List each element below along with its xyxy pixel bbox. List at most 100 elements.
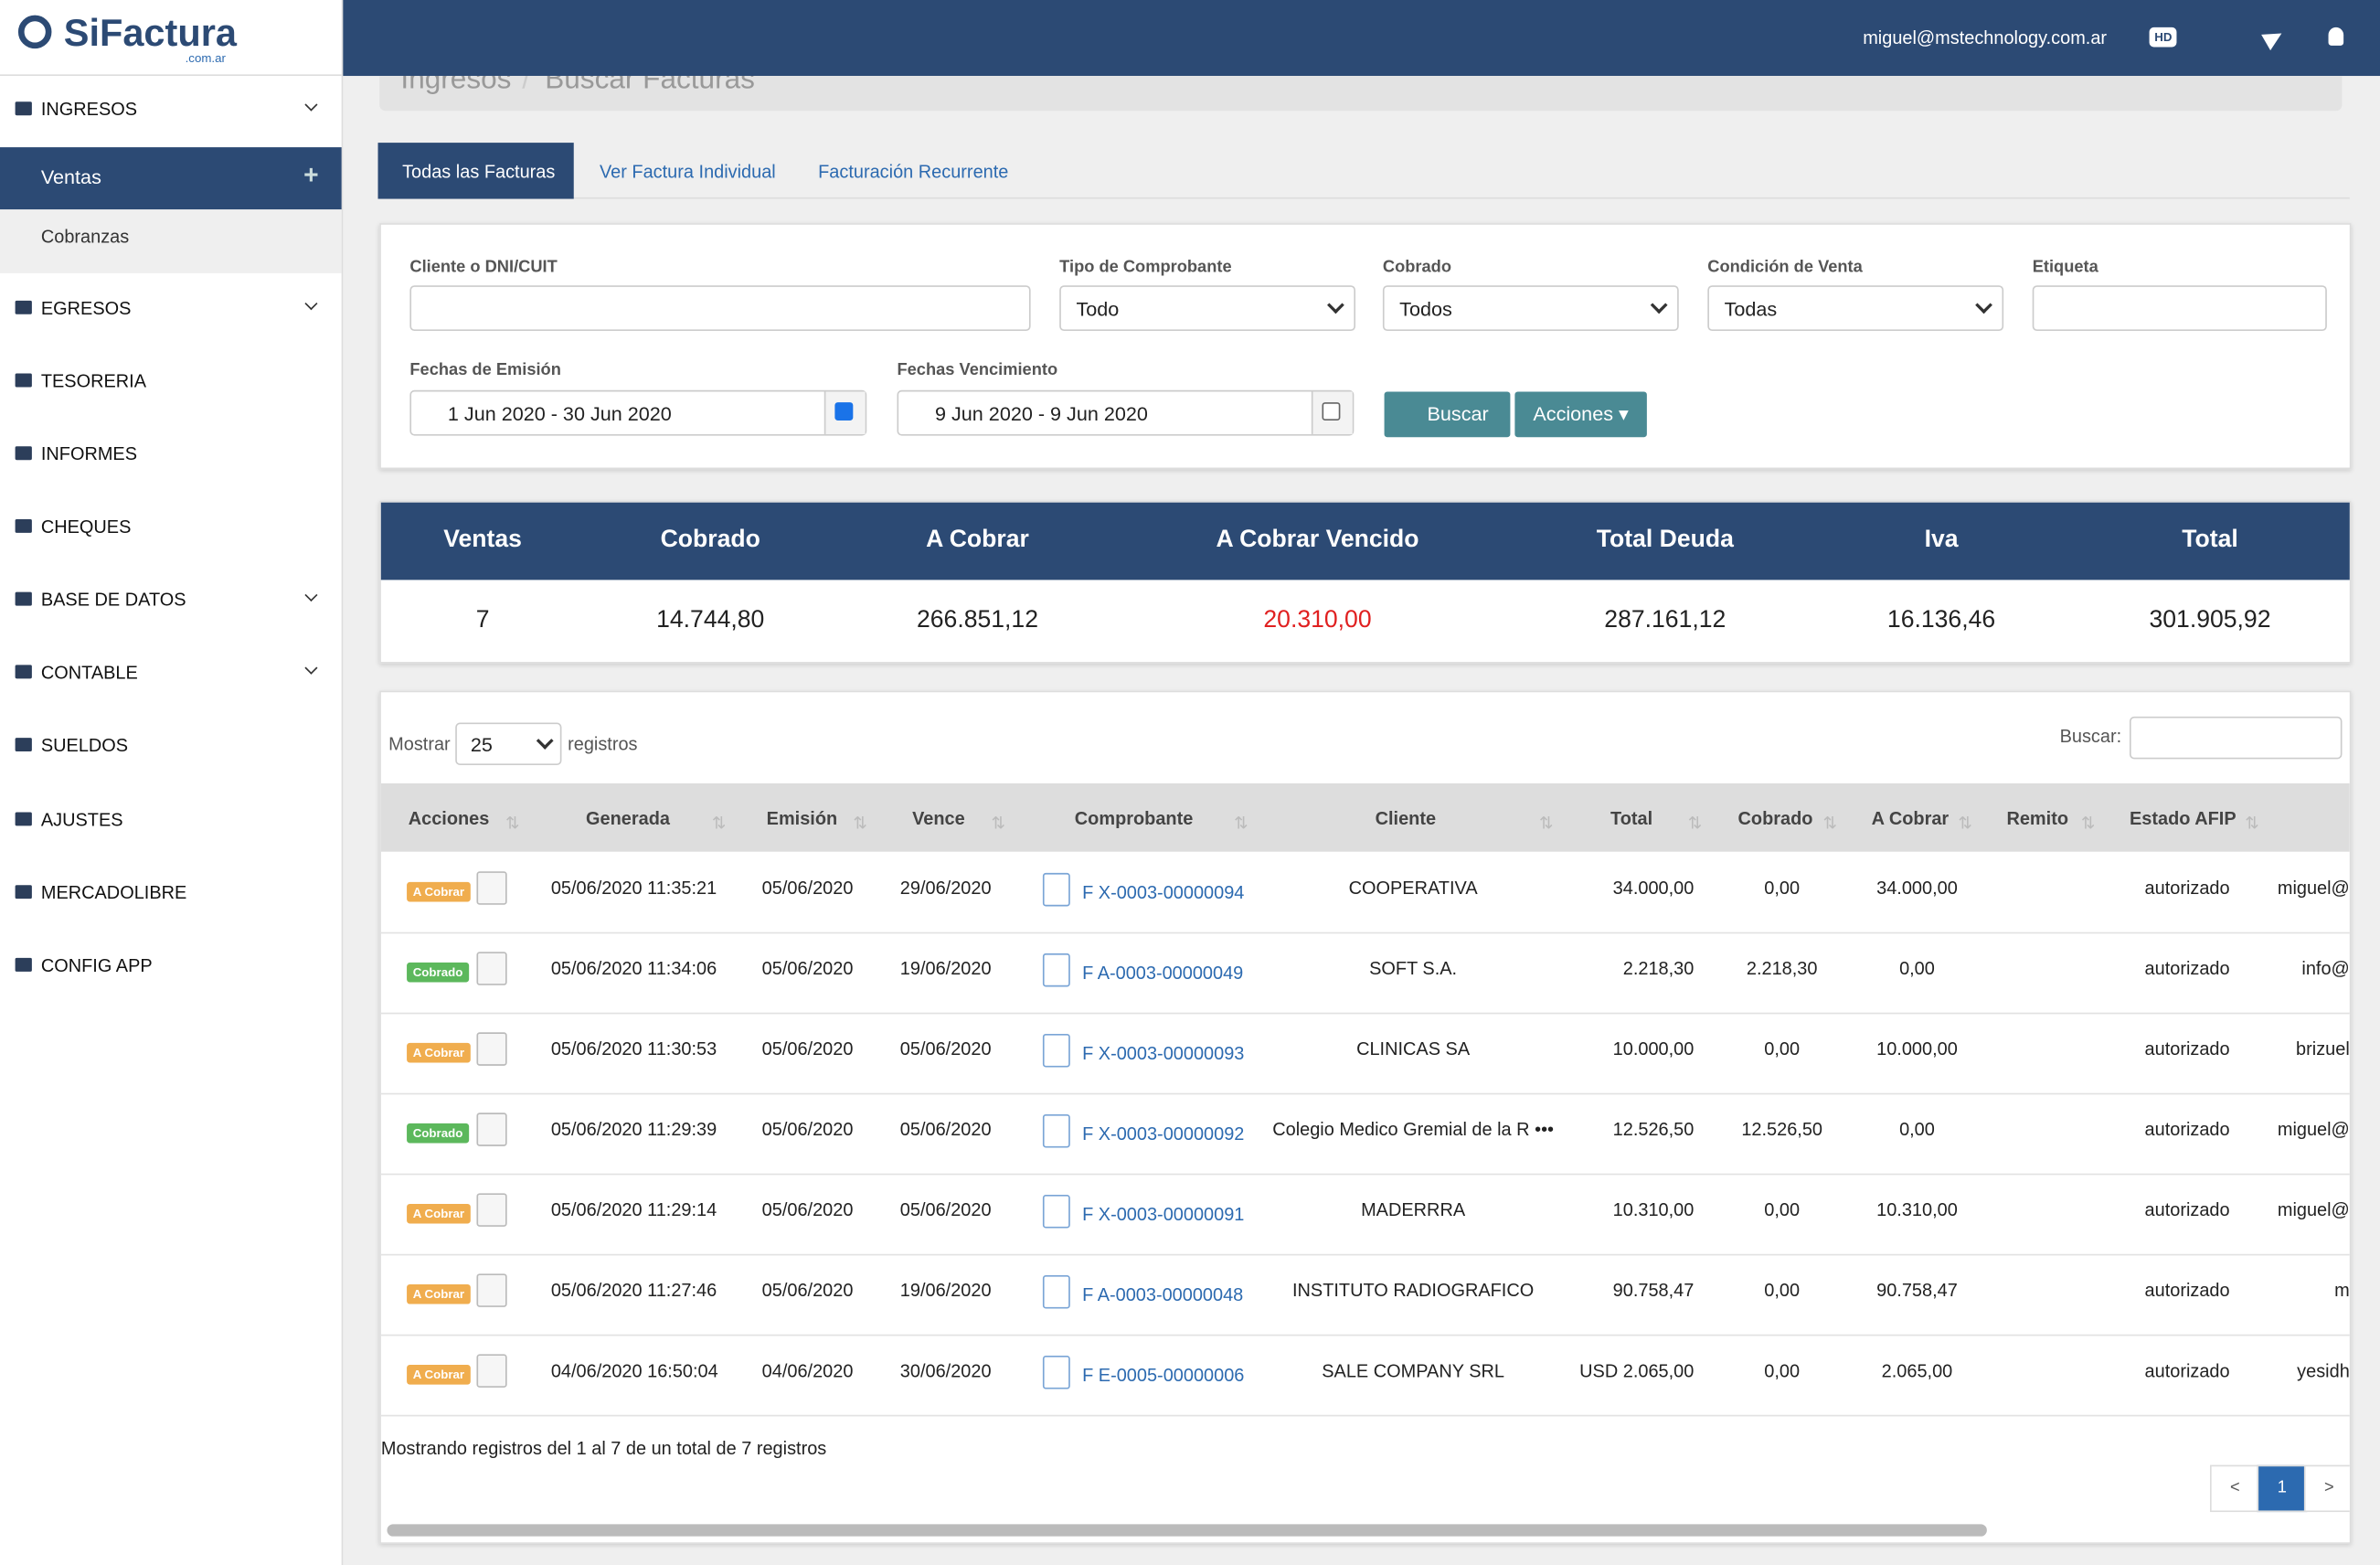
tab-active[interactable] xyxy=(377,143,574,199)
user-email[interactable]: miguel@mstechnology.com.ar xyxy=(1863,27,2108,49)
submenu-item[interactable]: Cobranzas xyxy=(40,226,130,248)
row-menu[interactable] xyxy=(476,1113,507,1146)
column-header[interactable]: Estado AFIP xyxy=(2129,807,2237,829)
summary-value: 7 xyxy=(475,607,490,633)
menu-chevron xyxy=(304,297,318,311)
cell: miguel@ xyxy=(2277,1198,2350,1221)
status-badge[interactable]: A Cobrar xyxy=(407,1203,471,1224)
column-header[interactable]: Emisión xyxy=(766,807,838,829)
status-badge[interactable]: Cobrado xyxy=(407,1123,469,1144)
invoice-link[interactable]: F X-0003-00000093 xyxy=(1082,1042,1245,1065)
row-menu[interactable] xyxy=(476,952,507,985)
pdf-icon[interactable] xyxy=(1042,1274,1070,1309)
menu-item[interactable]: EGRESOS xyxy=(40,297,132,319)
row-menu[interactable] xyxy=(476,1032,507,1066)
length-select[interactable]: 25 xyxy=(455,722,562,765)
label: Condición de Venta xyxy=(1707,258,1863,277)
column-header[interactable]: Generada xyxy=(586,807,670,829)
column-header[interactable]: Acciones xyxy=(408,807,490,829)
column-header[interactable]: Cliente xyxy=(1375,807,1437,829)
row-menu[interactable] xyxy=(476,1354,507,1388)
breadcrumb-item[interactable]: Ingresos xyxy=(400,76,512,96)
invoice-link[interactable]: F X-0003-00000092 xyxy=(1082,1123,1245,1145)
row-menu[interactable] xyxy=(476,1273,507,1307)
page-button[interactable]: < xyxy=(2209,1464,2260,1513)
column-header[interactable]: Vence xyxy=(912,807,965,829)
page-button[interactable]: 1 xyxy=(2257,1464,2308,1513)
row-menu[interactable] xyxy=(476,1193,507,1227)
tab[interactable]: Todas las Facturas xyxy=(402,161,556,183)
input[interactable] xyxy=(2032,285,2327,332)
column-header[interactable]: Cobrado xyxy=(1737,807,1813,829)
cell: 90.758,47 xyxy=(1876,1279,1958,1302)
select-value: Todo xyxy=(1076,297,1120,321)
checkbox-checked[interactable] xyxy=(834,402,854,421)
invoice-link[interactable]: F A-0003-00000048 xyxy=(1082,1283,1244,1306)
pdf-icon[interactable] xyxy=(1042,1194,1070,1229)
date-range[interactable]: 9 Jun 2020 - 9 Jun 2020 xyxy=(897,389,1355,436)
label: Fechas Vencimiento xyxy=(897,361,1058,380)
sort-icon: ⇅ xyxy=(1538,814,1554,834)
menu-item[interactable]: BASE DE DATOS xyxy=(40,589,186,611)
menu-item[interactable]: AJUSTES xyxy=(40,809,123,831)
column-header[interactable]: Remito xyxy=(2006,807,2069,829)
checkbox[interactable] xyxy=(1322,402,1341,421)
status-badge[interactable]: A Cobrar xyxy=(407,1364,471,1385)
column-header[interactable]: Comprobante xyxy=(1074,807,1194,829)
cell: autorizado xyxy=(2144,1198,2230,1221)
status-badge[interactable]: Cobrado xyxy=(407,962,469,983)
menu-item[interactable]: TESORERIA xyxy=(40,370,147,392)
invoice-link[interactable]: F E-0005-00000006 xyxy=(1082,1364,1245,1387)
select[interactable]: Todos xyxy=(1382,285,1679,332)
actions-button[interactable]: Acciones ▾ xyxy=(1514,391,1647,438)
hd-button[interactable]: HD xyxy=(2150,27,2177,48)
tab[interactable]: Ver Factura Individual xyxy=(599,161,776,183)
invoice-link[interactable]: F A-0003-00000049 xyxy=(1082,962,1244,985)
status-badge[interactable]: A Cobrar xyxy=(407,881,471,902)
menu-item[interactable]: MERCADOLIBRE xyxy=(40,881,187,904)
menu-item[interactable]: CHEQUES xyxy=(40,516,132,538)
pdf-icon[interactable] xyxy=(1042,953,1070,987)
cell: 0,00 xyxy=(1764,1279,1801,1302)
search-button[interactable]: Buscar xyxy=(1384,391,1511,438)
pdf-icon[interactable] xyxy=(1042,1033,1070,1068)
table-row: Cobrado F A-0003-00000049 05/06/2020 11:34… xyxy=(380,932,2350,1015)
page-button[interactable]: > xyxy=(2303,1464,2350,1513)
menu-item[interactable]: CONTABLE xyxy=(40,662,138,684)
row-menu[interactable] xyxy=(476,871,507,905)
cell: 05/06/2020 11:29:39 xyxy=(550,1118,717,1141)
menu-item[interactable]: INGRESOS xyxy=(40,98,138,121)
user-icon[interactable] xyxy=(2328,27,2344,46)
invoice-link[interactable]: F X-0003-00000091 xyxy=(1082,1203,1245,1226)
select[interactable]: Todo xyxy=(1059,285,1356,332)
table-info: Mostrando registros del 1 al 7 de un tot… xyxy=(380,1437,827,1459)
status-badge[interactable]: A Cobrar xyxy=(407,1283,471,1304)
menu-item[interactable]: SUELDOS xyxy=(40,734,129,757)
submenu-item[interactable]: Ventas xyxy=(40,165,101,188)
menu-item[interactable]: INFORMES xyxy=(40,442,138,465)
cell: 10.310,00 xyxy=(1612,1198,1695,1221)
input[interactable] xyxy=(409,285,1031,332)
invoice-link[interactable]: F X-0003-00000094 xyxy=(1082,881,1245,904)
pdf-icon[interactable] xyxy=(1042,1113,1070,1148)
cell: miguel@ xyxy=(2277,877,2350,900)
menu-item[interactable]: CONFIG APP xyxy=(40,954,153,976)
send-icon[interactable] xyxy=(2261,25,2287,51)
pdf-icon[interactable] xyxy=(1042,872,1070,907)
brand[interactable]: SiFactura xyxy=(63,12,237,55)
scrollbar[interactable] xyxy=(387,1524,1987,1537)
cell: 05/06/2020 xyxy=(761,1198,854,1221)
column-header[interactable]: A Cobrar xyxy=(1871,807,1950,829)
search-input[interactable] xyxy=(2129,716,2343,760)
submenu-active[interactable]: Ventas + xyxy=(0,147,342,210)
summary-value: 301.905,92 xyxy=(2149,607,2271,633)
menu-icon xyxy=(15,591,32,606)
summary-value: 16.136,46 xyxy=(1886,607,1996,633)
select[interactable]: Todas xyxy=(1707,285,2004,332)
tab[interactable]: Facturación Recurrente xyxy=(818,161,1009,183)
status-badge[interactable]: A Cobrar xyxy=(407,1042,471,1063)
pdf-icon[interactable] xyxy=(1042,1356,1070,1389)
select-value: Todas xyxy=(1724,297,1778,321)
date-range[interactable]: 1 Jun 2020 - 30 Jun 2020 xyxy=(409,389,867,436)
column-header[interactable]: Total xyxy=(1610,807,1653,829)
